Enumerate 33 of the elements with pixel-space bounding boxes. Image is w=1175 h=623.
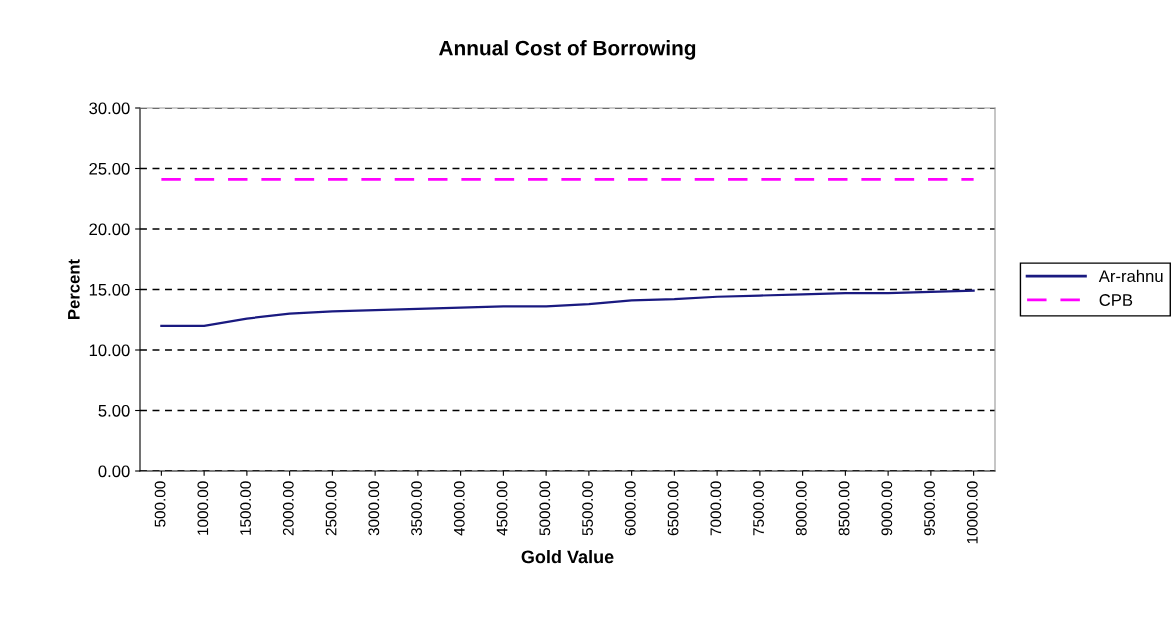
x-tick-label: 6000.00	[624, 481, 636, 536]
chart-title: Annual Cost of Borrowing	[438, 40, 696, 60]
x-tick-label: 1000.00	[197, 481, 209, 535]
line-series	[160, 289, 975, 327]
x-tick-label: 2000.00	[282, 481, 294, 536]
y-tick-label: 15.00	[89, 283, 130, 296]
x-tick-label: 9500.00	[924, 481, 935, 536]
x-tick-label: 2500.00	[325, 481, 337, 536]
x-tick-label: 6500.00	[667, 481, 679, 536]
x-tick-label: 5000.00	[539, 481, 551, 536]
x-tick-label: 3500.00	[411, 481, 422, 536]
y-tick-label: 0.00	[98, 465, 130, 478]
legend-label: Ar-rahnu	[1098, 269, 1163, 283]
x-tick-label: 7500.00	[753, 481, 764, 536]
legend-label: CPB	[1099, 294, 1133, 306]
x-tick-label: 4500.00	[496, 481, 508, 536]
x-tick-label: 8500.00	[838, 481, 850, 536]
y-tick-label: 30.00	[89, 102, 130, 115]
x-axis-title: Gold Value	[521, 549, 614, 564]
x-tick-label: 500.00	[154, 481, 166, 527]
x-tick-label: 4000.00	[453, 481, 465, 536]
x-tick-label: 8000.00	[795, 481, 807, 536]
y-axis-title: Percent	[68, 259, 80, 319]
x-tick-label: 10000.00	[966, 481, 978, 544]
y-tick-label: 5.00	[98, 404, 130, 417]
y-tick-label: 10.00	[89, 344, 130, 357]
y-tick-label: 20.00	[89, 223, 130, 236]
x-tick-label: 5500.00	[582, 481, 593, 536]
x-tick-label: 7000.00	[710, 481, 722, 536]
x-tick-label: 1500.00	[240, 481, 251, 535]
x-tick-label: 9000.00	[881, 481, 893, 536]
x-tick-label: 3000.00	[368, 481, 380, 536]
y-tick-label: 25.00	[89, 162, 130, 175]
